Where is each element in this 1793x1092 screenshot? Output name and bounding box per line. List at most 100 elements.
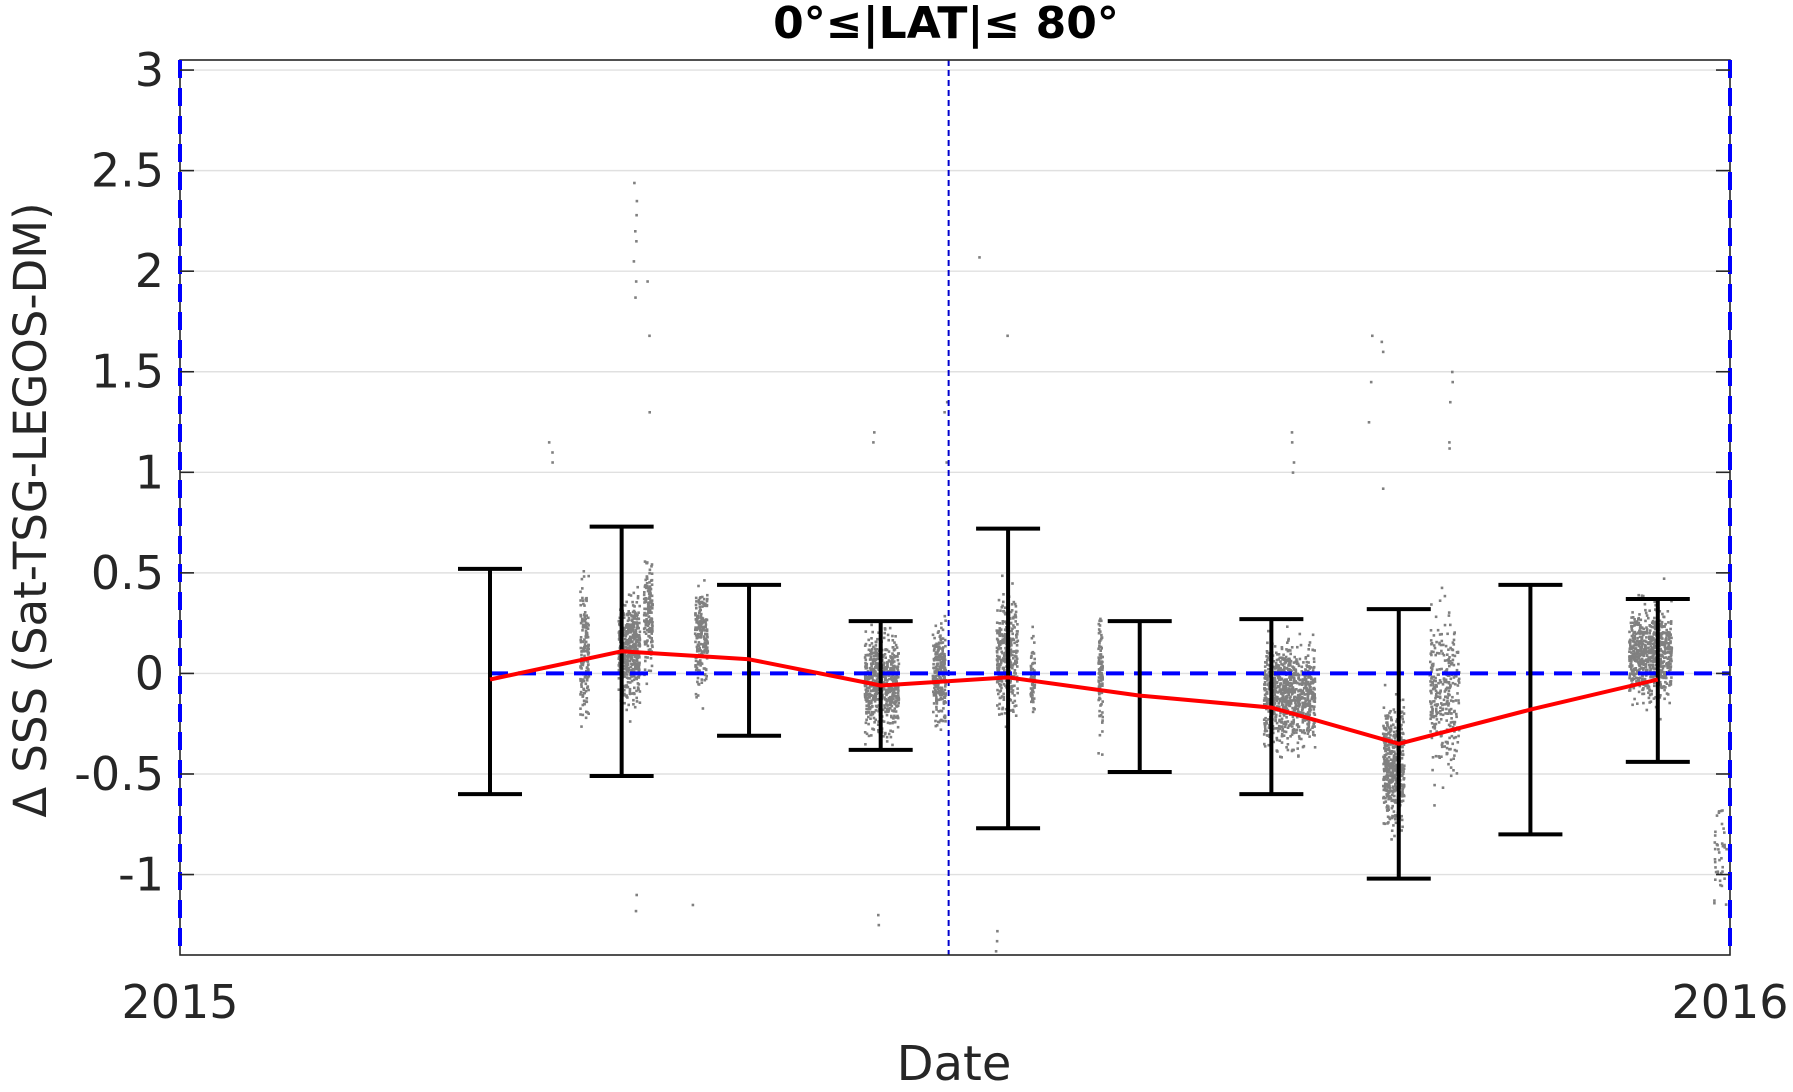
scatter-point: [939, 694, 942, 697]
scatter-point: [1305, 678, 1308, 681]
scatter-point: [1716, 844, 1719, 847]
scatter-point: [1452, 682, 1455, 685]
scatter-point: [1010, 644, 1013, 647]
scatter-point: [639, 631, 642, 634]
scatter-point: [887, 722, 890, 725]
scatter-point: [867, 723, 870, 726]
scatter-point: [1666, 667, 1669, 670]
scatter-point: [1647, 661, 1650, 664]
scatter-point: [1382, 351, 1385, 354]
scatter-point: [633, 622, 636, 625]
scatter-point: [1446, 747, 1449, 750]
scatter-point: [1393, 835, 1396, 838]
scatter-point: [1632, 632, 1635, 635]
scatter-point: [998, 599, 1001, 602]
scatter-point: [1031, 698, 1034, 701]
scatter-point: [866, 667, 869, 670]
scatter-point: [1453, 631, 1456, 634]
scatter-point: [894, 648, 897, 651]
scatter-point: [584, 620, 587, 623]
scatter-point: [1431, 706, 1434, 709]
scatter-point: [1441, 746, 1444, 749]
scatter-point: [998, 657, 1001, 660]
scatter-point: [1429, 661, 1432, 664]
scatter-point: [933, 649, 936, 652]
scatter-point: [648, 411, 651, 414]
scatter-point: [702, 628, 705, 631]
scatter-point: [581, 587, 584, 590]
scatter-point: [941, 642, 944, 645]
scatter-point: [1448, 737, 1451, 740]
scatter-point: [706, 651, 709, 654]
scatter-point: [1392, 759, 1395, 762]
scatter-point: [635, 612, 638, 615]
scatter-point: [1458, 681, 1461, 684]
scatter-point: [1456, 669, 1459, 672]
scatter-point: [581, 629, 584, 632]
scatter-point: [697, 615, 700, 618]
scatter-point: [1714, 858, 1717, 861]
scatter-point: [1637, 651, 1640, 654]
scatter-point: [889, 730, 892, 733]
scatter-point: [628, 669, 631, 672]
scatter-point: [1630, 627, 1633, 630]
scatter-point: [1311, 693, 1314, 696]
scatter-point: [645, 623, 648, 626]
scatter-point: [633, 605, 636, 608]
scatter-point: [1015, 611, 1018, 614]
scatter-point: [1668, 702, 1671, 705]
scatter-point: [1434, 647, 1437, 650]
scatter-point: [699, 634, 702, 637]
scatter-point: [1101, 711, 1104, 714]
scatter-point: [1646, 709, 1649, 712]
scatter-point: [892, 639, 895, 642]
scatter-point: [1450, 766, 1453, 769]
scatter-point: [1001, 639, 1004, 642]
scatter-point: [1304, 732, 1307, 735]
scatter-point: [584, 611, 587, 614]
scatter-point: [1661, 669, 1664, 672]
scatter-point: [943, 655, 946, 658]
scatter-point: [1274, 645, 1277, 648]
scatter-point: [629, 688, 632, 691]
scatter-point: [935, 625, 938, 628]
scatter-point: [1629, 659, 1632, 662]
scatter-point: [1266, 642, 1269, 645]
scatter-point: [1309, 710, 1312, 713]
scatter-point: [1308, 735, 1311, 738]
scatter-point: [1645, 666, 1648, 669]
scatter-point: [580, 641, 583, 644]
scatter-point: [1098, 683, 1101, 686]
scatter-point: [872, 663, 875, 666]
scatter-point: [1293, 661, 1296, 664]
scatter-point: [1458, 702, 1461, 705]
scatter-point: [936, 686, 939, 689]
scatter-point: [1721, 809, 1724, 812]
scatter-point: [1401, 789, 1404, 792]
scatter-point: [582, 626, 585, 629]
scatter-point: [1665, 656, 1668, 659]
scatter-point: [1289, 705, 1292, 708]
scatter-point: [1435, 684, 1438, 687]
scatter-point: [1292, 688, 1295, 691]
scatter-point: [651, 665, 654, 668]
scatter-point: [1390, 772, 1393, 775]
scatter-point: [1313, 708, 1316, 711]
scatter-point: [888, 678, 891, 681]
scatter-point: [1441, 640, 1444, 643]
scatter-point: [624, 638, 627, 641]
scatter-point: [632, 703, 635, 706]
scatter-point: [875, 644, 878, 647]
scatter-point: [897, 694, 900, 697]
scatter-point: [584, 617, 587, 620]
scatter-point: [1458, 678, 1461, 681]
scatter-point: [1282, 723, 1285, 726]
scatter-point: [1097, 662, 1100, 665]
scatter-point: [650, 619, 653, 622]
scatter-point: [1633, 624, 1636, 627]
scatter-point: [1447, 763, 1450, 766]
scatter-point: [1276, 681, 1279, 684]
scatter-point: [695, 607, 698, 610]
scatter-point: [891, 701, 894, 704]
scatter-point: [884, 698, 887, 701]
